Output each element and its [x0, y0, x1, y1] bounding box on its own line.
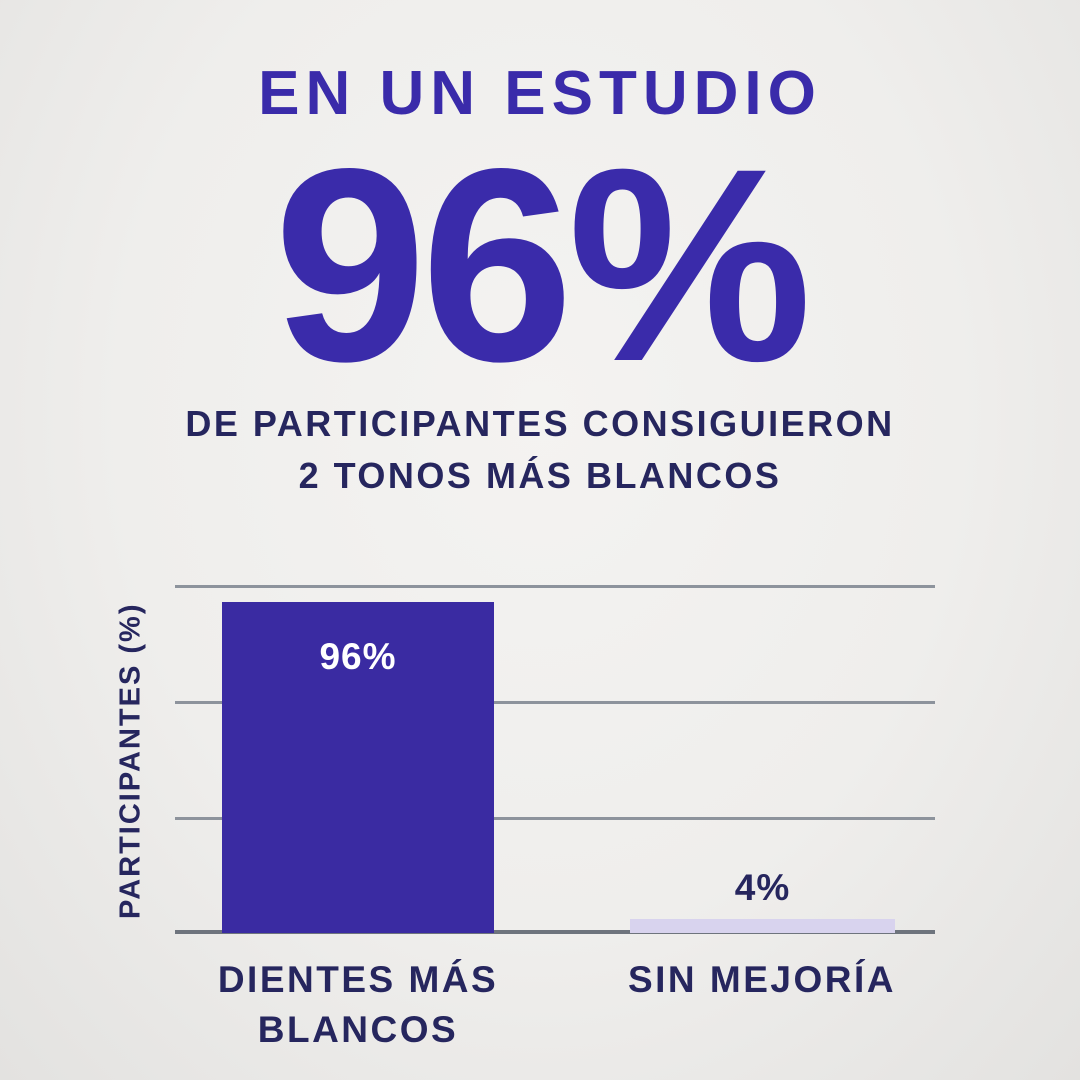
bar-group-sin-mejoria: 4% — [630, 867, 895, 933]
bar-group-dientes-mas-blancos: 96% — [222, 602, 494, 933]
big-stat: 96% — [273, 112, 812, 419]
bar-dientes-mas-blancos: 96% — [222, 602, 494, 933]
x-axis-baseline — [175, 930, 935, 934]
y-axis-label: PARTICIPANTES (%) — [114, 602, 147, 920]
bar-value-label-4: 4% — [734, 867, 791, 908]
gridline-100 — [175, 585, 935, 588]
bar-sin-mejoria — [630, 919, 895, 933]
x-axis-label-dientes-mas-blancos: DIENTES MÁS BLANCOS — [217, 959, 499, 1050]
subtitle-line-1: DE PARTICIPANTES CONSIGUIERON — [185, 403, 895, 444]
gridline-66 — [175, 701, 935, 704]
bar-value-label-96: 96% — [319, 636, 397, 677]
subtitle: DE PARTICIPANTES CONSIGUIERON 2 TONOS MÁ… — [0, 398, 1080, 502]
page-title: EN UN ESTUDIO — [258, 59, 822, 128]
x-axis-label-sin-mejoria: SIN MEJORÍA — [627, 959, 897, 1000]
gridline-33 — [175, 817, 935, 820]
subtitle-line-2: 2 TONOS MÁS BLANCOS — [298, 455, 782, 497]
plot-area: 96% 4% — [175, 585, 935, 934]
